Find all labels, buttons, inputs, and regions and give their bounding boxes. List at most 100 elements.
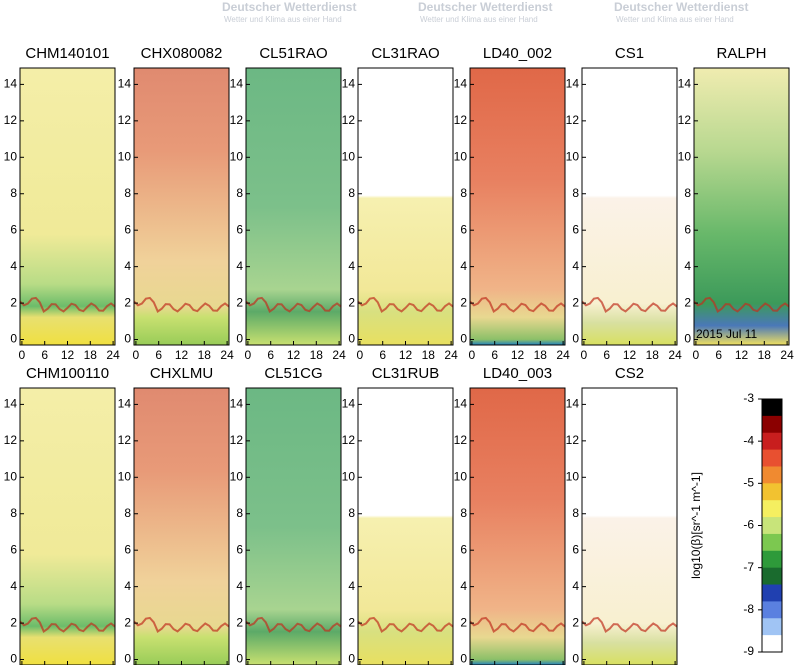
x-tick-label: 18	[646, 348, 660, 362]
boundary-layer	[693, 296, 790, 313]
panel-frame	[133, 387, 230, 665]
y-tick-label: 4	[236, 259, 243, 273]
x-tick-label: 6	[41, 348, 48, 362]
y-tick-label: 12	[454, 113, 468, 127]
y-tick-label: 2	[236, 615, 243, 629]
y-tick-label: 8	[572, 186, 579, 200]
y-tick-label: 14	[678, 77, 692, 91]
watermark-title: Deutscher Wetterdienst	[614, 0, 748, 14]
y-tick-label: 14	[454, 397, 468, 411]
y-tick-label: 6	[348, 222, 355, 236]
y-tick-label: 2	[10, 295, 17, 309]
panel-frame	[469, 387, 566, 665]
x-tick-label: 6	[491, 348, 498, 362]
watermark-title: Deutscher Wetterdienst	[418, 0, 552, 14]
y-tick-label: 10	[230, 149, 244, 163]
y-tick-label: 6	[684, 222, 691, 236]
y-tick-label: 10	[342, 149, 356, 163]
y-tick-label: 12	[118, 113, 132, 127]
x-tick-label: 0	[133, 348, 140, 362]
y-tick-label: 14	[342, 397, 356, 411]
y-tick-label: 12	[230, 113, 244, 127]
y-tick-label: 6	[124, 542, 131, 556]
panel-title: LD40_003	[483, 365, 552, 382]
x-tick-label: 24	[780, 348, 794, 362]
boundary-layer	[357, 296, 454, 313]
y-tick-label: 6	[10, 222, 17, 236]
colorbar-segment	[762, 601, 782, 619]
colorbar-segment	[762, 483, 782, 501]
boundary-layer	[245, 296, 342, 313]
watermark-subtitle: Wetter und Klima aus einer Hand	[616, 15, 734, 24]
y-tick-label: 8	[236, 186, 243, 200]
y-tick-label: 8	[10, 506, 17, 520]
boundary-layer	[19, 616, 116, 633]
x-tick-label: 18	[310, 348, 324, 362]
panel-title: CL31RUB	[372, 365, 440, 382]
panel-title: CHM140101	[25, 45, 109, 62]
y-tick-label: 0	[124, 332, 131, 346]
colorbar-segment	[762, 618, 782, 636]
colorbar-tick-label: -5	[743, 476, 754, 490]
y-tick-label: 14	[230, 397, 244, 411]
colorbar-tick-label: -3	[743, 391, 754, 405]
y-tick-label: 10	[4, 469, 18, 483]
x-tick-label: 6	[603, 348, 610, 362]
panel-title: CHM100110	[26, 365, 109, 382]
heatmap	[582, 68, 677, 345]
colorbar-segment	[762, 415, 782, 434]
x-tick-label: 24	[332, 348, 346, 362]
y-tick-label: 12	[454, 433, 468, 447]
y-tick-label: 14	[454, 77, 468, 91]
heatmap	[470, 388, 565, 665]
x-tick-label: 0	[581, 348, 588, 362]
x-tick-label: 12	[623, 348, 637, 362]
y-tick-label: 8	[236, 506, 243, 520]
boundary-layer	[19, 296, 116, 313]
colorbar-label: log10(β)[sr^-1 m^-1]	[689, 472, 703, 579]
x-tick-label: 12	[287, 348, 301, 362]
y-tick-label: 10	[230, 469, 244, 483]
y-tick-label: 8	[572, 506, 579, 520]
y-tick-label: 2	[572, 295, 579, 309]
panel-title: CS2	[615, 365, 644, 382]
y-tick-label: 6	[348, 542, 355, 556]
x-tick-label: 12	[175, 348, 189, 362]
heatmap	[246, 68, 341, 345]
y-tick-label: 2	[236, 295, 243, 309]
y-tick-label: 2	[460, 295, 467, 309]
y-tick-label: 6	[236, 542, 243, 556]
y-tick-label: 10	[118, 149, 132, 163]
heatmap	[582, 388, 677, 665]
boundary-layer	[133, 616, 230, 633]
y-tick-label: 14	[342, 77, 356, 91]
colorbar-tick-label: -9	[743, 644, 754, 658]
x-tick-label: 12	[735, 348, 749, 362]
boundary-layer	[469, 616, 566, 633]
colorbar-segment	[762, 517, 782, 535]
colorbar-segment	[762, 432, 782, 451]
heatmap	[470, 68, 565, 345]
watermark-subtitle: Wetter und Klima aus einer Hand	[224, 15, 342, 24]
heatmap	[134, 388, 229, 665]
colorbar-tick-label: -6	[743, 518, 754, 532]
y-tick-label: 12	[4, 433, 18, 447]
y-tick-label: 8	[460, 186, 467, 200]
y-tick-label: 6	[236, 222, 243, 236]
y-tick-label: 4	[124, 579, 131, 593]
heatmap	[246, 388, 341, 665]
colorbar-segment	[762, 449, 782, 467]
y-tick-label: 10	[566, 469, 580, 483]
y-tick-label: 8	[10, 186, 17, 200]
y-tick-label: 10	[454, 149, 468, 163]
colorbar-segment	[762, 500, 782, 518]
y-tick-label: 0	[236, 652, 243, 665]
heatmap	[694, 68, 789, 345]
y-tick-label: 4	[572, 579, 579, 593]
colorbar-segment	[762, 584, 782, 602]
y-tick-label: 12	[678, 113, 692, 127]
panel-frame	[245, 387, 342, 665]
x-tick-label: 0	[693, 348, 700, 362]
panel-title: RALPH	[716, 45, 766, 62]
